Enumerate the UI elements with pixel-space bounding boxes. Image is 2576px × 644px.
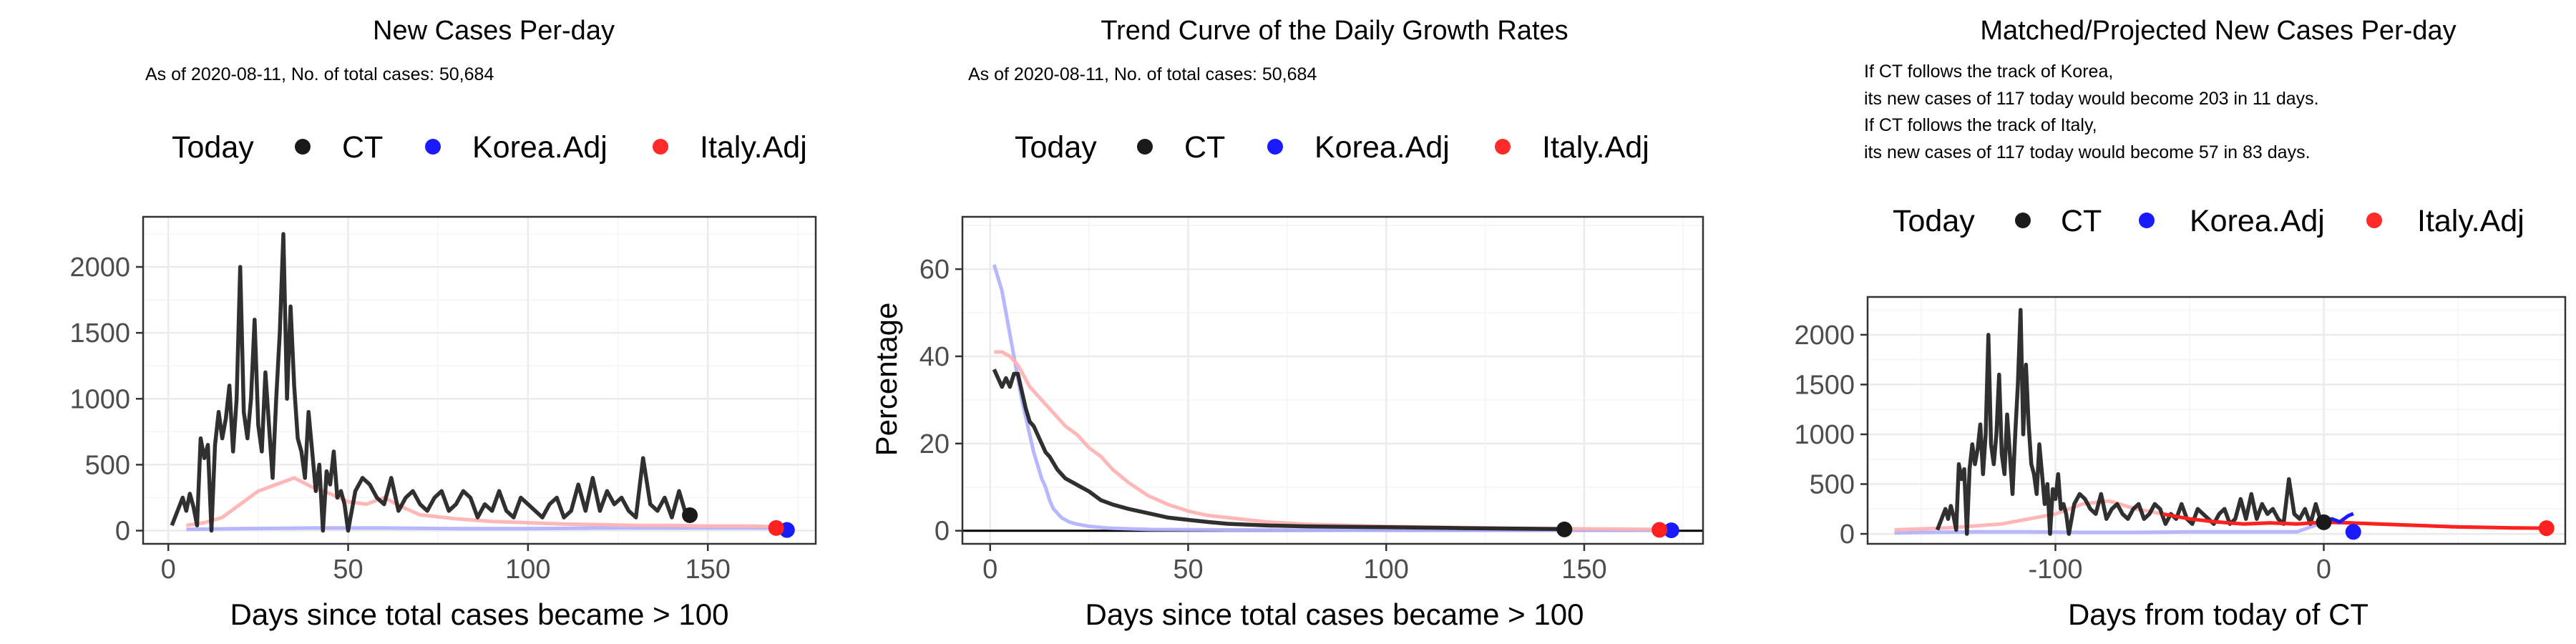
legend-korea-dot	[2139, 213, 2155, 228]
legend-ct-label: CT	[342, 130, 383, 165]
x-tick-label: 0	[2316, 555, 2331, 585]
today-point-ct	[2316, 514, 2332, 530]
panel-2-note: As of 2020-08-11, No. of total cases: 50…	[968, 64, 1317, 84]
legend-italy-dot	[2366, 213, 2382, 228]
y-tick-label: 2000	[69, 253, 130, 283]
legend-korea-label: Korea.Adj	[472, 130, 608, 165]
legend-korea-dot	[1267, 139, 1283, 155]
y-tick-label: 60	[919, 255, 950, 285]
today-point-italy-adj	[768, 519, 784, 536]
panel-2-legend: Today CT Korea.Adj Italy.Adj	[1015, 130, 1649, 165]
panel-2-title: Trend Curve of the Daily Growth Rates	[1101, 16, 1568, 46]
series-line-italy-adj	[994, 350, 1660, 532]
today-point-ct	[682, 507, 698, 524]
series-line-ct	[992, 369, 1561, 532]
y-tick-label: 2000	[1794, 321, 1855, 351]
x-tick-label: -100	[2028, 555, 2082, 585]
legend-ct-dot	[2015, 213, 2031, 228]
legend-title: Today	[1015, 130, 1097, 165]
x-tick-label: 100	[1364, 555, 1409, 585]
today-point-korea-adj	[1663, 522, 1679, 539]
panel-3-legend: Today CT Korea.Adj Italy.Adj	[1893, 204, 2524, 238]
panel-3-note-1: If CT follows the track of Korea,	[1864, 62, 2113, 82]
series-line-korea-adj	[186, 526, 787, 532]
legend-title: Today	[172, 130, 254, 165]
legend-korea-label: Korea.Adj	[2190, 204, 2325, 238]
series-line-italy-adj	[185, 476, 776, 529]
panel-1: New Cases Per-day As of 2020-08-11, No. …	[69, 16, 817, 631]
x-tick-label: 50	[333, 555, 363, 585]
series-line-ct	[170, 232, 688, 533]
legend-ct-label: CT	[1184, 130, 1225, 165]
y-tick-label: 40	[919, 342, 950, 372]
today-point-korea-adj	[2345, 524, 2361, 540]
panel-3-xlabel: Days from today of CT	[2068, 597, 2368, 631]
today-point-italy-adj	[2538, 520, 2555, 537]
legend-italy-label: Italy.Adj	[1542, 130, 1649, 165]
x-tick-label: 150	[1561, 555, 1606, 585]
y-tick-label: 0	[935, 517, 950, 547]
panel-3: Matched/Projected New Cases Per-day If C…	[1794, 16, 2567, 631]
x-tick-label: 0	[982, 555, 997, 585]
legend-italy-dot	[653, 139, 668, 155]
x-tick-label: 100	[505, 555, 550, 585]
panel-3-title: Matched/Projected New Cases Per-day	[1980, 16, 2456, 46]
panel-3-plot: -100 0 0 500 1000 1500 2000	[1794, 296, 2567, 585]
x-tick-label: 150	[685, 555, 730, 585]
panel-1-title: New Cases Per-day	[373, 16, 615, 46]
panel-3-note-3: If CT follows the track of Italy,	[1864, 115, 2097, 135]
panel-1-xlabel: Days since total cases became > 100	[230, 597, 729, 631]
panel-1-legend: Today CT Korea.Adj Italy.Adj	[172, 130, 807, 165]
x-tick-label: 50	[1173, 555, 1203, 585]
y-tick-label: 500	[1810, 470, 1855, 500]
projected-line-italy	[2162, 512, 2547, 530]
panel-2-plot: 0 50 100 150 0 20 40 60	[919, 215, 1704, 585]
legend-ct-label: CT	[2061, 204, 2102, 238]
legend-ct-dot	[1137, 139, 1153, 155]
y-tick-label: 500	[85, 450, 130, 480]
plot-frame	[142, 215, 817, 545]
plot-frame	[1866, 296, 2567, 545]
legend-title: Today	[1893, 204, 1975, 238]
legend-italy-dot	[1495, 139, 1511, 155]
x-tick-label: 0	[161, 555, 176, 585]
panel-2: Trend Curve of the Daily Growth Rates As…	[869, 16, 1704, 631]
y-tick-label: 1500	[69, 318, 130, 348]
legend-italy-label: Italy.Adj	[2417, 204, 2524, 238]
legend-ct-dot	[295, 139, 311, 155]
panel-2-xlabel: Days since total cases became > 100	[1085, 597, 1584, 631]
y-tick-label: 0	[115, 517, 130, 547]
y-tick-label: 1000	[1794, 420, 1855, 450]
y-tick-label: 1000	[69, 384, 130, 414]
today-point-ct	[1556, 521, 1573, 537]
legend-korea-dot	[425, 139, 441, 155]
y-tick-label: 20	[919, 429, 950, 459]
panel-2-ylabel: Percentage	[869, 303, 903, 457]
panel-1-note: As of 2020-08-11, No. of total cases: 50…	[145, 64, 494, 84]
series-line-ct	[1935, 308, 2323, 536]
panel-3-note-4: its new cases of 117 today would become …	[1864, 142, 2311, 162]
legend-korea-label: Korea.Adj	[1314, 130, 1450, 165]
today-point-italy-adj	[1652, 522, 1668, 538]
y-tick-label: 0	[1840, 519, 1855, 550]
y-tick-label: 1500	[1794, 370, 1855, 400]
legend-italy-label: Italy.Adj	[700, 130, 807, 165]
series-line-korea-adj	[992, 264, 1672, 532]
plot-frame	[961, 215, 1704, 545]
panel-3-note-2: its new cases of 117 today would become …	[1864, 89, 2319, 109]
